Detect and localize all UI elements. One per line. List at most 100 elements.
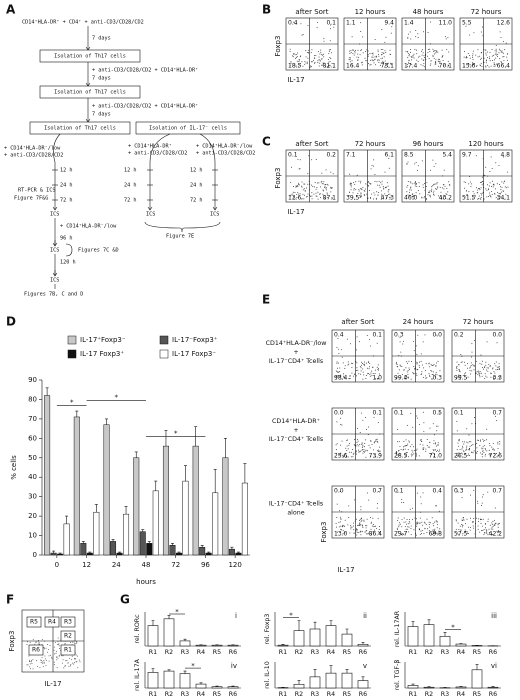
event-dot bbox=[472, 191, 474, 193]
event-dot bbox=[497, 524, 499, 526]
event-dot bbox=[338, 521, 340, 523]
event-dot bbox=[340, 525, 342, 527]
event-dot bbox=[422, 524, 424, 526]
event-dot bbox=[406, 424, 408, 426]
event-dot bbox=[470, 526, 472, 528]
event-dot bbox=[499, 440, 501, 442]
event-dot bbox=[435, 362, 437, 364]
event-dot bbox=[467, 449, 469, 451]
event-dot bbox=[65, 660, 67, 662]
event-dot bbox=[313, 57, 315, 59]
event-dot bbox=[400, 448, 402, 450]
event-dot bbox=[497, 523, 499, 525]
text: + bbox=[293, 349, 298, 356]
event-dot bbox=[29, 660, 31, 662]
event-dot bbox=[473, 527, 475, 529]
event-dot bbox=[432, 533, 434, 535]
event-dot bbox=[487, 520, 489, 522]
event-dot bbox=[476, 442, 478, 444]
event-dot bbox=[486, 51, 488, 53]
event-dot bbox=[379, 451, 381, 453]
text: 34.1 bbox=[497, 195, 511, 202]
event-dot bbox=[376, 503, 378, 505]
event-dot bbox=[420, 64, 422, 66]
event-dot bbox=[344, 367, 346, 369]
text: 0.1 bbox=[394, 410, 404, 417]
event-dot bbox=[358, 524, 360, 526]
event-dot bbox=[471, 444, 473, 446]
event-dot bbox=[401, 526, 403, 528]
event-dot bbox=[373, 192, 375, 194]
event-dot bbox=[497, 441, 499, 443]
event-dot bbox=[314, 182, 316, 184]
event-dot bbox=[372, 198, 374, 200]
event-dot bbox=[385, 36, 387, 38]
event-dot bbox=[495, 369, 497, 371]
event-dot bbox=[473, 365, 475, 367]
event-dot bbox=[342, 362, 344, 364]
event-dot bbox=[436, 449, 438, 451]
event-dot bbox=[345, 455, 347, 457]
event-dot bbox=[331, 197, 333, 199]
event-dot bbox=[362, 52, 364, 54]
event-dot bbox=[424, 522, 426, 524]
event-dot bbox=[505, 187, 507, 189]
event-dot bbox=[457, 442, 459, 444]
event-dot bbox=[316, 26, 318, 28]
event-dot bbox=[496, 183, 498, 185]
event-dot bbox=[303, 194, 305, 196]
event-dot bbox=[336, 367, 338, 369]
event-dot bbox=[289, 51, 291, 53]
event-dot bbox=[489, 51, 491, 53]
text: Figure 7F&G bbox=[14, 196, 48, 202]
event-dot bbox=[360, 22, 362, 24]
event-dot bbox=[362, 362, 364, 364]
event-dot bbox=[415, 49, 417, 51]
event-dot bbox=[354, 198, 356, 200]
event-dot bbox=[357, 427, 359, 429]
event-dot bbox=[486, 189, 488, 191]
event-dot bbox=[429, 195, 431, 197]
event-dot bbox=[429, 526, 431, 528]
text: 24 hours bbox=[403, 318, 434, 326]
bar bbox=[73, 416, 80, 556]
event-dot bbox=[340, 528, 342, 530]
event-dot bbox=[317, 61, 319, 63]
event-dot bbox=[386, 196, 388, 198]
event-dot bbox=[292, 193, 294, 195]
event-dot bbox=[415, 452, 417, 454]
event-dot bbox=[328, 49, 330, 51]
event-dot bbox=[382, 186, 384, 188]
event-dot bbox=[357, 525, 359, 527]
event-dot bbox=[432, 48, 434, 50]
event-dot bbox=[422, 31, 424, 33]
text: 96 hours bbox=[413, 140, 444, 148]
event-dot bbox=[432, 55, 434, 57]
event-dot bbox=[421, 50, 423, 52]
event-dot bbox=[500, 60, 502, 62]
event-dot bbox=[468, 441, 470, 443]
event-dot bbox=[435, 531, 437, 533]
event-dot bbox=[501, 50, 503, 52]
event-dot bbox=[463, 181, 465, 183]
event-dot bbox=[396, 456, 398, 458]
event-dot bbox=[332, 66, 334, 68]
event-dot bbox=[370, 440, 372, 442]
event-dot bbox=[352, 453, 354, 455]
event-dot bbox=[477, 525, 479, 527]
event-dot bbox=[416, 521, 418, 523]
event-dot bbox=[339, 516, 341, 518]
event-dot bbox=[299, 65, 301, 67]
event-dot bbox=[407, 526, 409, 528]
event-dot bbox=[480, 192, 482, 194]
event-dot bbox=[477, 49, 479, 51]
event-dot bbox=[374, 378, 376, 380]
event-dot bbox=[433, 183, 435, 185]
event-dot bbox=[387, 191, 389, 193]
bar bbox=[195, 683, 207, 689]
event-dot bbox=[422, 59, 424, 61]
text: 12 hours bbox=[355, 8, 386, 16]
event-dot bbox=[376, 438, 378, 440]
text: R3 bbox=[441, 691, 449, 698]
event-dot bbox=[337, 337, 339, 339]
